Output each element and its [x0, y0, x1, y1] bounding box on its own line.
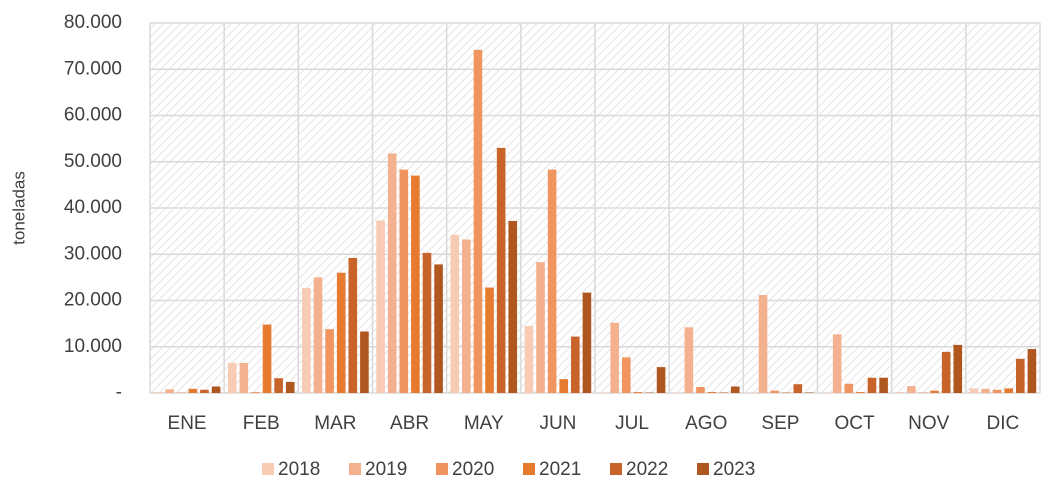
- bar: [621, 357, 631, 393]
- bar: [832, 334, 842, 393]
- bar: [313, 277, 323, 393]
- bar: [1004, 388, 1014, 393]
- bar: [1027, 349, 1037, 393]
- legend-label: 2023: [713, 459, 755, 480]
- x-tick-label: DIC: [987, 413, 1020, 434]
- legend-label: 2022: [626, 459, 668, 480]
- bar: [571, 336, 580, 393]
- bar: [153, 392, 163, 393]
- bar: [485, 287, 494, 393]
- bar: [1016, 358, 1025, 393]
- y-tick-label: 40.000: [64, 197, 122, 218]
- bar: [547, 169, 557, 393]
- bar: [360, 331, 369, 393]
- legend-swatch: [610, 463, 622, 475]
- bar: [336, 272, 346, 393]
- legend-swatch: [436, 463, 448, 475]
- bar: [165, 389, 174, 393]
- bar: [325, 329, 334, 393]
- bar: [462, 239, 471, 393]
- bar: [895, 392, 905, 393]
- bar: [227, 362, 237, 393]
- legend-label: 2019: [365, 459, 407, 480]
- bar: [285, 381, 295, 393]
- x-tick-label: JUL: [615, 413, 649, 434]
- bar: [399, 169, 409, 393]
- bar: [188, 388, 198, 393]
- bar: [200, 389, 209, 393]
- x-tick-label: NOV: [908, 413, 950, 434]
- bar: [508, 220, 518, 393]
- bar: [656, 367, 666, 393]
- legend-label: 2021: [539, 459, 581, 480]
- bar: [262, 324, 272, 393]
- y-tick-label: 50.000: [64, 151, 122, 172]
- bar: [758, 294, 768, 393]
- bar: [274, 378, 283, 393]
- legend-swatch: [697, 463, 709, 475]
- legend-label: 2020: [452, 459, 494, 480]
- bar: [879, 377, 888, 393]
- x-tick-label: ENE: [168, 413, 207, 434]
- bar: [953, 344, 963, 393]
- x-tick-label: ABR: [390, 413, 429, 434]
- bar: [992, 389, 1002, 393]
- bar: [559, 379, 569, 393]
- bar: [856, 392, 865, 393]
- y-tick-label: 20.000: [64, 290, 122, 311]
- x-tick-label: FEB: [243, 413, 280, 434]
- legend-swatch: [349, 463, 361, 475]
- bar: [793, 384, 803, 393]
- bar: [696, 386, 705, 393]
- x-tick-label: MAY: [464, 413, 504, 434]
- y-tick-label: 80.000: [64, 12, 122, 33]
- x-tick-label: OCT: [835, 413, 876, 434]
- bar: [473, 49, 483, 393]
- bar: [211, 386, 221, 393]
- y-tick-label: 70.000: [64, 58, 122, 79]
- bar: [496, 147, 506, 393]
- bar: [348, 257, 358, 393]
- y-tick-label: 30.000: [64, 243, 122, 264]
- x-tick-label: MAR: [314, 413, 356, 434]
- x-tick-label: JUN: [539, 413, 576, 434]
- bar: [684, 327, 694, 393]
- bar: [524, 325, 534, 393]
- bar: [907, 386, 916, 393]
- bar: [536, 262, 545, 393]
- bar: [941, 351, 951, 393]
- bar: [844, 383, 854, 393]
- bar: [730, 386, 740, 393]
- bar: [633, 392, 643, 393]
- bar: [770, 390, 779, 393]
- bar: [251, 392, 260, 393]
- x-tick-label: SEP: [761, 413, 799, 434]
- y-tick-label: -: [116, 382, 122, 403]
- bar: [434, 264, 443, 393]
- legend-swatch: [523, 463, 535, 475]
- legend-swatch: [262, 463, 274, 475]
- y-tick-label: 10.000: [64, 336, 122, 357]
- bar: [450, 234, 460, 393]
- bar: [302, 288, 311, 393]
- bar: [867, 377, 877, 393]
- bar: [707, 392, 717, 393]
- bar: [930, 390, 939, 393]
- bar: [387, 153, 397, 393]
- bar: [981, 388, 990, 393]
- bar: [969, 388, 979, 393]
- bar: [582, 292, 592, 393]
- y-axis-label: toneladas: [9, 171, 28, 245]
- y-tick-label: 60.000: [64, 105, 122, 126]
- x-tick-label: AGO: [685, 413, 727, 434]
- bar: [239, 362, 249, 393]
- bar: [411, 175, 420, 393]
- bar: [422, 252, 432, 393]
- bar: [376, 220, 385, 393]
- legend-label: 2018: [278, 459, 320, 480]
- bar: [610, 322, 619, 393]
